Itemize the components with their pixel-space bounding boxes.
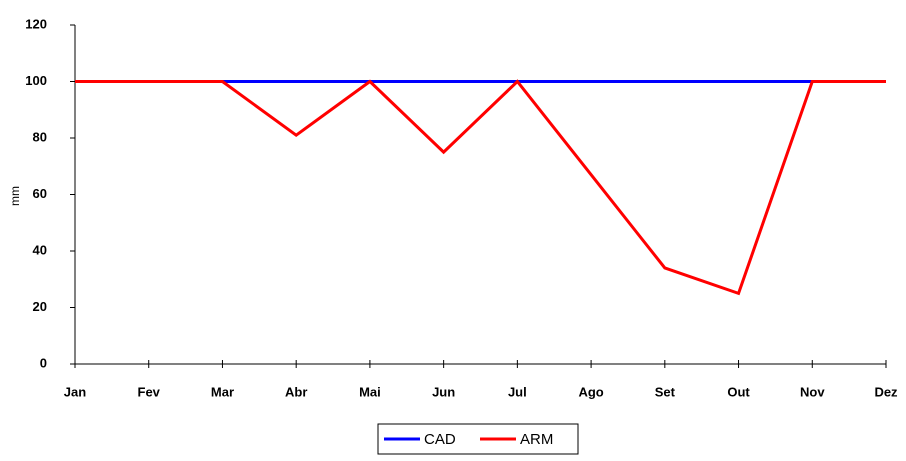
series-line [75, 79, 886, 296]
x-tick-label: Nov [800, 384, 825, 399]
y-tick-label: 80 [33, 129, 47, 144]
legend-label: CAD [424, 431, 456, 448]
x-tick-label: Jun [432, 384, 455, 399]
y-tick-label: 100 [25, 73, 47, 88]
x-tick-label: Out [727, 384, 750, 399]
x-tick-label: Mar [211, 384, 234, 399]
x-tick-label: Jul [508, 384, 527, 399]
x-tick-label: Abr [285, 384, 307, 399]
y-tick-label: 40 [33, 242, 47, 257]
legend-label: ARM [520, 431, 553, 448]
x-tick-label: Dez [874, 384, 898, 399]
y-tick-label: 60 [33, 186, 47, 201]
x-tick-label: Jan [64, 384, 86, 399]
y-tick-label: 120 [25, 16, 47, 31]
x-tick-label: Set [655, 384, 676, 399]
y-tick-label: 20 [33, 299, 47, 314]
x-tick-label: Fev [138, 384, 161, 399]
y-axis-label: mm [8, 186, 22, 206]
x-tick-label: Ago [578, 384, 603, 399]
y-tick-label: 0 [40, 355, 47, 370]
x-tick-label: Mai [359, 384, 381, 399]
